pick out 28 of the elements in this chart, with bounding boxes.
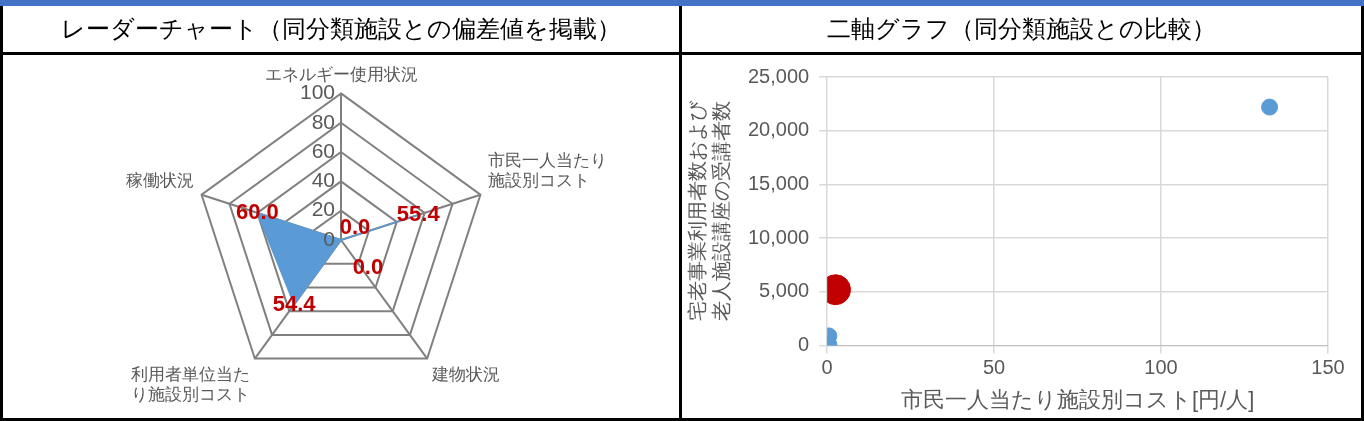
data-label: 54.4 bbox=[272, 290, 317, 316]
chart-title: 二軸グラフ（同分類施設との比較） bbox=[682, 6, 1361, 55]
y-tick-label: 10,000 bbox=[748, 225, 810, 248]
data-label: 55.4 bbox=[396, 200, 441, 226]
y-tick-label: 5,000 bbox=[759, 279, 810, 302]
spoke-label: 建物状況 bbox=[430, 363, 500, 384]
y-axis-title: 宅老事業利用者数および老人施設講座の受講者数 bbox=[685, 100, 732, 322]
y-tick-label: 15,000 bbox=[748, 171, 810, 194]
y-tick-label: 20 bbox=[311, 197, 335, 221]
spoke-label: エネルギー使用状況 bbox=[264, 63, 418, 84]
spoke-label: 利用者単位当たり施設別コスト bbox=[131, 363, 251, 405]
data-label: 60.0 bbox=[235, 198, 279, 224]
x-tick-label: 50 bbox=[982, 356, 1006, 379]
y-tick-label: 20,000 bbox=[748, 118, 810, 141]
data-label: 0.0 bbox=[352, 253, 384, 279]
y-tick-label: 80 bbox=[311, 109, 335, 133]
x-tick-label: 150 bbox=[1311, 356, 1345, 379]
x-axis-title: 市民一人当たり施設別コスト[円/人] bbox=[900, 386, 1255, 412]
x-tick-label: 0 bbox=[821, 356, 833, 379]
y-tick-label: 40 bbox=[311, 168, 335, 192]
chart-title: レーダーチャート（同分類施設との偏差値を掲載） bbox=[3, 6, 679, 55]
spoke-label: 稼働状況 bbox=[125, 170, 194, 191]
spoke-label: 市民一人当たり施設別コスト bbox=[488, 150, 608, 191]
y-tick-label: 60 bbox=[311, 138, 335, 162]
data-label: 0.0 bbox=[339, 214, 371, 240]
y-tick-label: 0 bbox=[798, 333, 810, 356]
x-tick-label: 100 bbox=[1144, 356, 1178, 379]
y-tick-label: 25,000 bbox=[748, 64, 810, 87]
